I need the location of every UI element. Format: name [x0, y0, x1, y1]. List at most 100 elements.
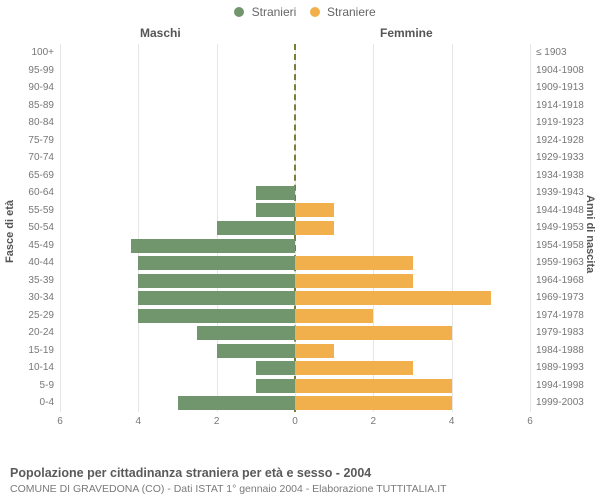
pyramid-row: 20-241979-1983 — [60, 324, 530, 342]
age-label: 40-44 — [28, 254, 60, 272]
birth-year-label: 1989-1993 — [530, 359, 584, 377]
pyramid-row: 55-591944-1948 — [60, 202, 530, 220]
birth-year-label: 1994-1998 — [530, 377, 584, 395]
birth-year-label: 1984-1988 — [530, 342, 584, 360]
birth-year-label: 1959-1963 — [530, 254, 584, 272]
birth-year-label: 1969-1973 — [530, 289, 584, 307]
column-title-male: Maschi — [140, 26, 181, 40]
bar-male — [217, 221, 295, 235]
x-tick-label: 4 — [136, 416, 142, 427]
age-label: 75-79 — [28, 132, 60, 150]
birth-year-label: 1929-1933 — [530, 149, 584, 167]
age-label: 30-34 — [28, 289, 60, 307]
bar-male — [256, 203, 295, 217]
bar-male — [217, 344, 295, 358]
bar-male — [138, 256, 295, 270]
birth-year-label: 1919-1923 — [530, 114, 584, 132]
birth-year-label: 1924-1928 — [530, 132, 584, 150]
bar-male — [256, 186, 295, 200]
birth-year-label: 1974-1978 — [530, 307, 584, 325]
age-label: 100+ — [31, 44, 60, 62]
birth-year-label: ≤ 1903 — [530, 44, 567, 62]
age-label: 90-94 — [28, 79, 60, 97]
birth-year-label: 1979-1983 — [530, 324, 584, 342]
age-label: 80-84 — [28, 114, 60, 132]
pyramid-row: 25-291974-1978 — [60, 307, 530, 325]
pyramid-row: 35-391964-1968 — [60, 272, 530, 290]
pyramid-row: 40-441959-1963 — [60, 254, 530, 272]
x-tick-label: 2 — [371, 416, 377, 427]
age-label: 25-29 — [28, 307, 60, 325]
population-pyramid-chart: Stranieri Straniere Maschi Femmine Fasce… — [0, 0, 600, 500]
x-tick-label: 6 — [57, 416, 63, 427]
pyramid-row: 30-341969-1973 — [60, 289, 530, 307]
age-label: 65-69 — [28, 167, 60, 185]
legend-label-female: Straniere — [327, 5, 376, 19]
birth-year-label: 1954-1958 — [530, 237, 584, 255]
bar-female — [295, 344, 334, 358]
bar-female — [295, 361, 413, 375]
bar-female — [295, 274, 413, 288]
bar-male — [138, 274, 295, 288]
birth-year-label: 1909-1913 — [530, 79, 584, 97]
pyramid-row: 60-641939-1943 — [60, 184, 530, 202]
chart-title: Popolazione per cittadinanza straniera p… — [10, 466, 371, 480]
bar-male — [138, 309, 295, 323]
birth-year-label: 1999-2003 — [530, 394, 584, 412]
pyramid-row: 45-491954-1958 — [60, 237, 530, 255]
birth-year-label: 1904-1908 — [530, 62, 584, 80]
age-label: 15-19 — [28, 342, 60, 360]
bar-female — [295, 379, 452, 393]
pyramid-row: 5-91994-1998 — [60, 377, 530, 395]
bar-male — [131, 239, 296, 253]
bar-female — [295, 203, 334, 217]
legend-swatch-male — [234, 7, 244, 17]
age-label: 10-14 — [28, 359, 60, 377]
bar-female — [295, 396, 452, 410]
bar-female — [295, 221, 334, 235]
age-label: 45-49 — [28, 237, 60, 255]
birth-year-label: 1939-1943 — [530, 184, 584, 202]
age-label: 95-99 — [28, 62, 60, 80]
y-axis-right-title: Anni di nascita — [584, 195, 596, 273]
age-label: 55-59 — [28, 202, 60, 220]
x-tick-label: 4 — [449, 416, 455, 427]
bar-female — [295, 291, 491, 305]
x-tick-label: 2 — [214, 416, 220, 427]
age-label: 50-54 — [28, 219, 60, 237]
age-label: 0-4 — [40, 394, 60, 412]
bar-female — [295, 256, 413, 270]
x-axis-ticks: 6420246 — [60, 414, 530, 434]
bar-male — [197, 326, 295, 340]
bar-male — [256, 379, 295, 393]
pyramid-row: 65-691934-1938 — [60, 167, 530, 185]
pyramid-row: 95-991904-1908 — [60, 62, 530, 80]
birth-year-label: 1914-1918 — [530, 97, 584, 115]
pyramid-row: 85-891914-1918 — [60, 97, 530, 115]
legend: Stranieri Straniere — [0, 4, 600, 19]
pyramid-row: 75-791924-1928 — [60, 132, 530, 150]
chart-subtitle: COMUNE DI GRAVEDONA (CO) - Dati ISTAT 1°… — [10, 483, 447, 495]
age-label: 20-24 — [28, 324, 60, 342]
age-label: 35-39 — [28, 272, 60, 290]
age-label: 5-9 — [40, 377, 60, 395]
bar-male — [256, 361, 295, 375]
pyramid-row: 70-741929-1933 — [60, 149, 530, 167]
x-tick-label: 0 — [292, 416, 298, 427]
bar-male — [138, 291, 295, 305]
bar-female — [295, 326, 452, 340]
age-label: 60-64 — [28, 184, 60, 202]
birth-year-label: 1934-1938 — [530, 167, 584, 185]
column-title-female: Femmine — [380, 26, 433, 40]
legend-swatch-female — [310, 7, 320, 17]
y-axis-left-title: Fasce di età — [4, 200, 16, 263]
bar-male — [178, 396, 296, 410]
legend-label-male: Stranieri — [252, 5, 297, 19]
pyramid-row: 50-541949-1953 — [60, 219, 530, 237]
pyramid-row: 100+≤ 1903 — [60, 44, 530, 62]
pyramid-row: 10-141989-1993 — [60, 359, 530, 377]
pyramid-row: 0-41999-2003 — [60, 394, 530, 412]
pyramid-row: 90-941909-1913 — [60, 79, 530, 97]
bar-female — [295, 309, 373, 323]
birth-year-label: 1964-1968 — [530, 272, 584, 290]
